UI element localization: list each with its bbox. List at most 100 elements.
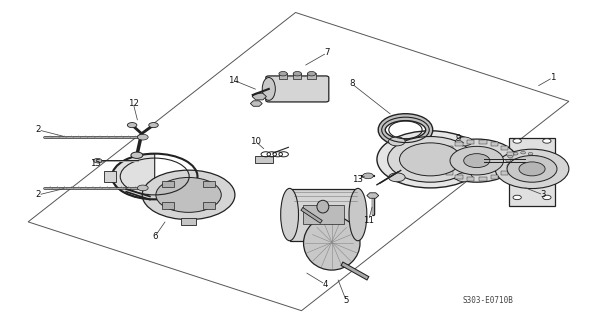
Circle shape [142,170,235,220]
Circle shape [362,173,373,179]
FancyBboxPatch shape [509,159,516,163]
FancyBboxPatch shape [440,165,447,169]
Text: 2: 2 [35,125,41,134]
Text: 13: 13 [352,175,364,184]
Circle shape [508,156,513,158]
FancyBboxPatch shape [467,140,474,144]
Text: 15: 15 [90,159,101,168]
FancyBboxPatch shape [307,73,316,79]
Text: 11: 11 [363,216,374,225]
Circle shape [307,71,316,76]
FancyBboxPatch shape [446,147,453,150]
Circle shape [506,159,510,162]
Circle shape [94,158,102,163]
Circle shape [279,71,287,76]
Circle shape [543,139,551,143]
Circle shape [389,137,405,146]
Circle shape [495,149,569,188]
Circle shape [436,139,517,182]
Text: 10: 10 [250,137,261,146]
Circle shape [506,152,540,170]
Text: 14: 14 [227,76,239,84]
Circle shape [513,153,518,155]
FancyBboxPatch shape [500,147,507,150]
Circle shape [513,166,518,169]
FancyBboxPatch shape [303,205,344,224]
Text: 5: 5 [343,296,349,305]
Text: 6: 6 [152,232,158,241]
Circle shape [377,131,484,188]
Circle shape [513,139,521,143]
FancyBboxPatch shape [479,140,487,144]
FancyBboxPatch shape [181,218,196,225]
FancyBboxPatch shape [279,73,287,79]
Ellipse shape [349,188,367,241]
FancyBboxPatch shape [479,178,487,181]
Text: 12: 12 [128,99,139,108]
FancyBboxPatch shape [440,152,447,156]
FancyBboxPatch shape [446,171,453,175]
FancyBboxPatch shape [500,171,507,175]
FancyBboxPatch shape [438,159,445,163]
FancyBboxPatch shape [555,166,563,178]
Text: 8: 8 [349,79,355,88]
Circle shape [528,153,533,155]
Circle shape [137,185,148,191]
FancyBboxPatch shape [255,156,273,163]
FancyBboxPatch shape [467,178,474,181]
Circle shape [521,167,525,170]
Ellipse shape [281,188,298,241]
FancyBboxPatch shape [293,73,301,79]
Circle shape [137,134,148,140]
FancyBboxPatch shape [266,76,329,102]
Text: 3: 3 [540,190,546,199]
FancyBboxPatch shape [456,142,463,146]
Circle shape [127,123,137,128]
FancyBboxPatch shape [456,175,463,179]
Circle shape [156,178,221,212]
Circle shape [508,163,513,166]
Text: 4: 4 [322,280,328,289]
Circle shape [521,151,525,154]
FancyBboxPatch shape [203,181,215,187]
Text: 7: 7 [324,48,330,57]
FancyBboxPatch shape [162,203,174,209]
Text: S303-E0710B: S303-E0710B [462,296,513,305]
Text: 2: 2 [35,190,41,199]
Circle shape [513,195,521,200]
Circle shape [507,156,557,182]
FancyBboxPatch shape [162,181,174,187]
Circle shape [536,159,540,162]
FancyBboxPatch shape [507,165,514,169]
Circle shape [387,137,473,182]
FancyBboxPatch shape [491,175,498,179]
Polygon shape [250,101,262,106]
FancyBboxPatch shape [104,171,116,182]
Circle shape [149,123,158,128]
FancyBboxPatch shape [509,138,555,206]
Polygon shape [367,193,378,198]
Circle shape [456,173,472,182]
Circle shape [519,162,545,176]
Circle shape [528,166,533,169]
FancyBboxPatch shape [501,166,509,178]
Text: 9: 9 [455,134,460,143]
FancyBboxPatch shape [507,152,514,156]
FancyBboxPatch shape [203,203,215,209]
Circle shape [543,195,551,200]
Circle shape [450,146,503,175]
Circle shape [456,137,472,146]
Ellipse shape [262,77,275,100]
FancyBboxPatch shape [491,142,498,146]
Ellipse shape [317,200,329,213]
Circle shape [389,173,405,182]
Circle shape [293,71,301,76]
Circle shape [399,143,461,176]
Circle shape [534,163,538,166]
Polygon shape [252,93,266,100]
Circle shape [534,156,538,158]
Wedge shape [112,154,155,199]
Circle shape [131,152,143,158]
Text: 1: 1 [550,73,556,82]
Circle shape [464,154,490,168]
